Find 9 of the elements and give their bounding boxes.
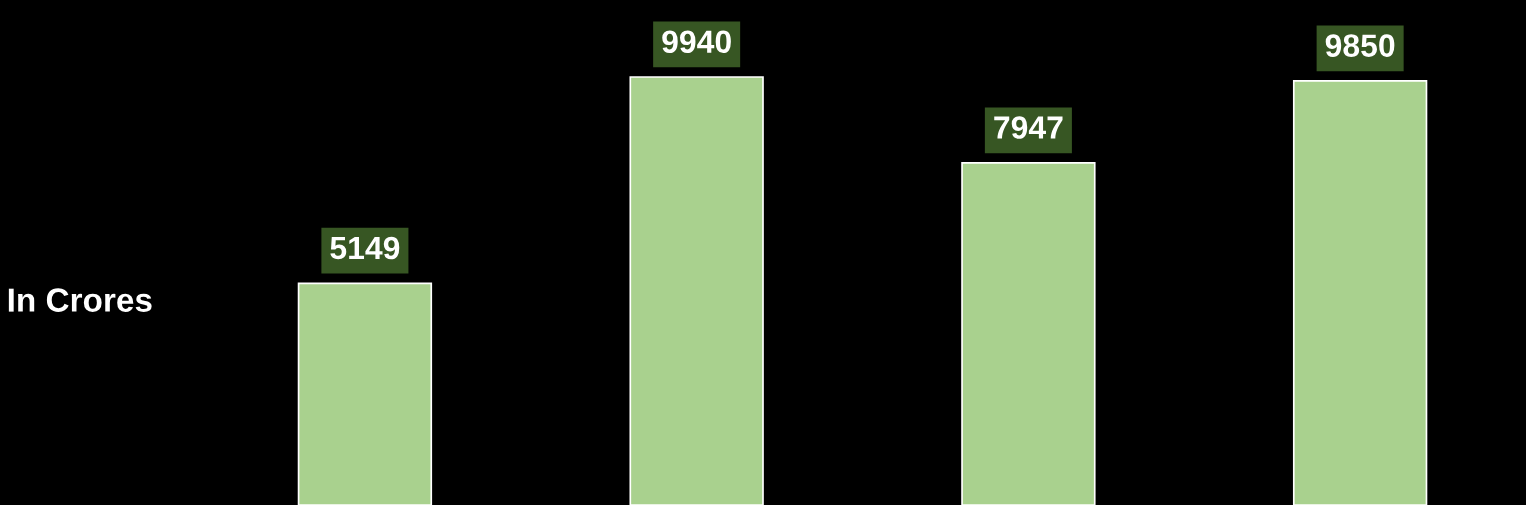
data-label: 7947 xyxy=(994,116,1063,139)
bar xyxy=(297,282,433,505)
data-label: 5149 xyxy=(330,236,400,260)
bar xyxy=(1292,80,1428,505)
data-label: 9940 xyxy=(662,30,731,54)
data-label: 9850 xyxy=(1325,34,1395,57)
bar xyxy=(629,76,764,505)
y-axis-title: In Crores xyxy=(8,288,152,312)
bar xyxy=(961,162,1096,505)
